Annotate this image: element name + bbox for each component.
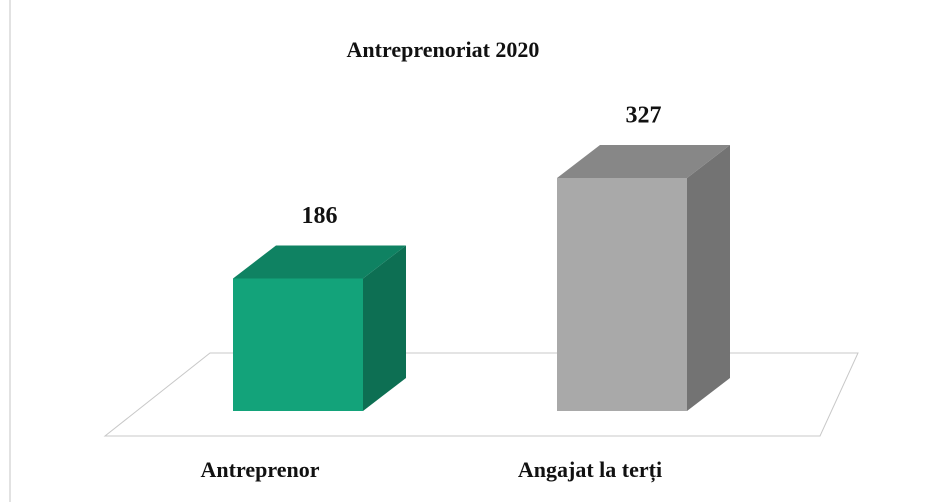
bar-top xyxy=(233,245,406,279)
bar-side xyxy=(363,245,406,411)
bar-front xyxy=(233,278,363,411)
floor xyxy=(103,352,859,437)
bar-side xyxy=(687,145,730,411)
bar xyxy=(233,245,406,411)
bar-front xyxy=(557,178,687,411)
chart-title: Antreprenoriat 2020 xyxy=(347,37,540,62)
category-label: Angajat la terți xyxy=(518,457,662,483)
value-label: 327 xyxy=(626,103,662,129)
category-label: Antreprenor xyxy=(201,457,320,482)
bar xyxy=(557,145,730,411)
value-label: 186 xyxy=(302,203,338,229)
bar-top xyxy=(557,145,730,178)
